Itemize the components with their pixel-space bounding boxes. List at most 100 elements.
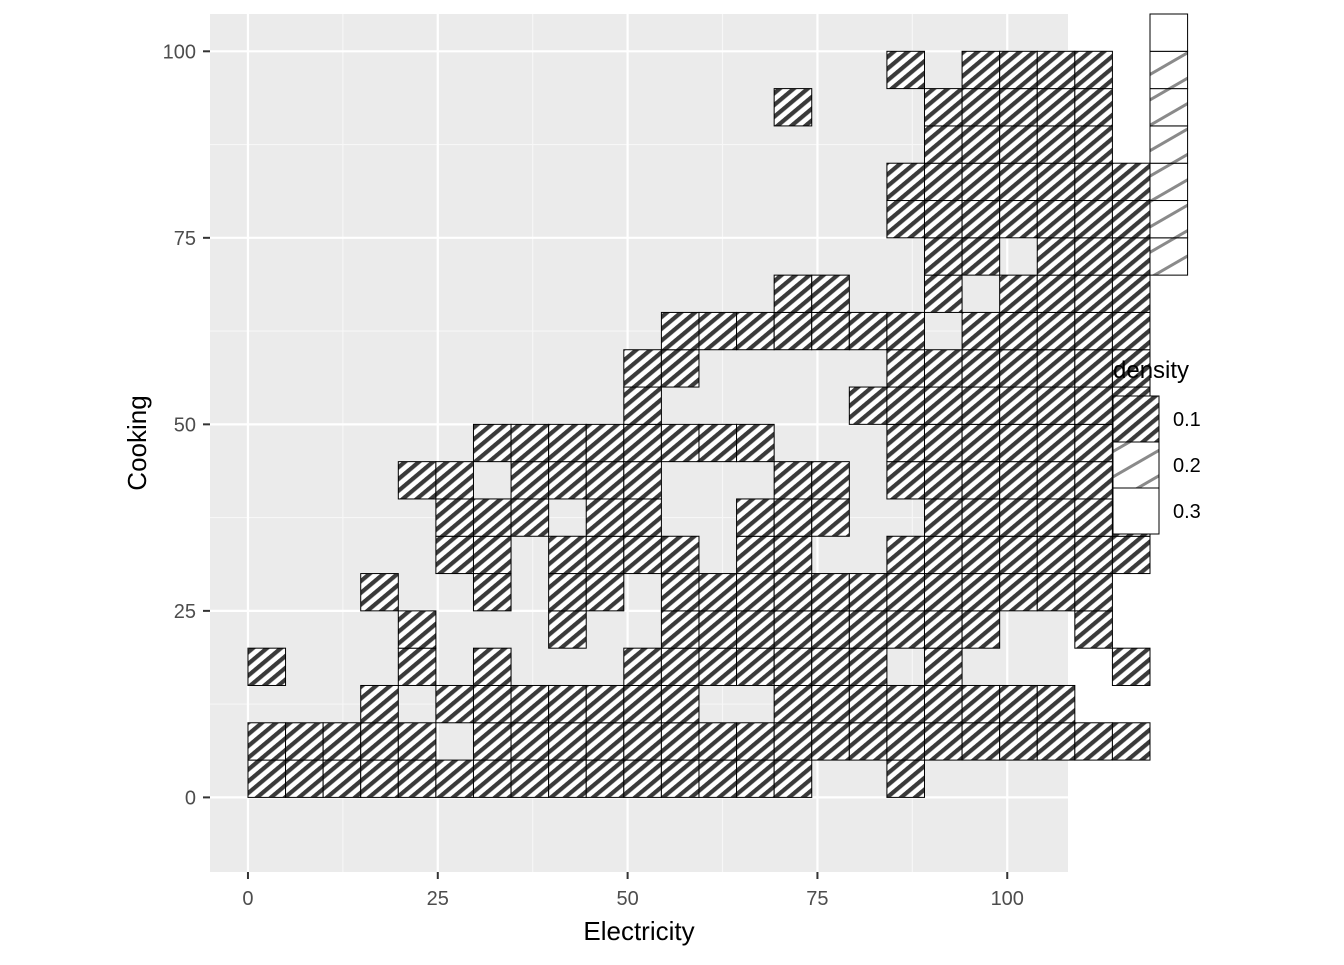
heatmap-cells — [247, 13, 1189, 798]
legend-title: density — [1113, 357, 1189, 384]
heatmap-cell — [623, 647, 662, 686]
heatmap-cell — [623, 386, 662, 425]
heatmap-cell — [585, 759, 625, 798]
heatmap-cell — [773, 573, 813, 612]
x-tick-labels: 0 25 50 75 100 — [242, 888, 1024, 910]
heatmap-cell — [1036, 88, 1076, 127]
heatmap-cell — [510, 684, 550, 724]
heatmap-cell — [1074, 125, 1113, 164]
heatmap-cell — [472, 535, 512, 575]
heatmap-cell — [923, 237, 963, 276]
heatmap-cell — [773, 759, 813, 798]
heatmap-cell — [660, 535, 700, 575]
heatmap-cell — [397, 647, 437, 686]
heatmap-cell — [548, 722, 587, 761]
heatmap-cell — [999, 423, 1038, 463]
heatmap-cell — [698, 610, 738, 649]
heatmap-cell — [923, 423, 963, 463]
heatmap-cell — [1074, 200, 1113, 239]
heatmap-cell — [886, 311, 925, 351]
legend-key-label: 0.3 — [1173, 501, 1201, 523]
heatmap-cell — [510, 423, 550, 463]
x-tick-label: 100 — [991, 888, 1024, 910]
heatmap-cell — [1149, 50, 1189, 90]
heatmap-cell — [886, 573, 925, 612]
heatmap-cell — [585, 573, 625, 612]
legend-key-label: 0.1 — [1173, 409, 1201, 431]
heatmap-cell — [472, 647, 512, 686]
heatmap-cell — [961, 423, 1001, 463]
heatmap-cell — [886, 722, 925, 761]
legend-key-swatch — [1112, 487, 1160, 535]
heatmap-cell — [961, 200, 1001, 239]
heatmap-cell — [999, 535, 1038, 575]
heatmap-cell — [736, 498, 775, 537]
heatmap-cell — [999, 125, 1038, 164]
heatmap-cell — [1074, 498, 1113, 537]
heatmap-cell — [1074, 237, 1113, 276]
heatmap-cell — [773, 88, 813, 127]
heatmap-cell — [811, 498, 850, 537]
heatmap-cell — [961, 162, 1001, 202]
heatmap-cell — [999, 311, 1038, 351]
heatmap-cell — [961, 535, 1001, 575]
y-tick-labels: 0 25 50 75 100 — [163, 41, 196, 809]
heatmap-cell — [811, 610, 850, 649]
x-tick-label: 75 — [806, 888, 828, 910]
heatmap-cell — [773, 684, 813, 724]
legend-key-swatch — [1112, 395, 1160, 443]
heatmap-cell — [1074, 722, 1113, 761]
heatmap-cell — [548, 759, 587, 798]
heatmap-cell — [472, 573, 512, 612]
heatmap-cell — [660, 647, 700, 686]
heatmap-cell — [773, 722, 813, 761]
heatmap-cell — [999, 274, 1038, 313]
heatmap-cell — [848, 722, 888, 761]
heatmap-cell — [923, 535, 963, 575]
heatmap-cell — [435, 684, 474, 724]
legend-key-swatch — [1112, 441, 1160, 489]
heatmap-cell — [322, 759, 362, 798]
heatmap-cell — [999, 573, 1038, 612]
heatmap-cell — [886, 610, 925, 649]
heatmap-cell — [548, 684, 587, 724]
heatmap-cell — [360, 722, 399, 761]
heatmap-cell — [1074, 535, 1113, 575]
heatmap-cell — [961, 237, 1001, 276]
heatmap-cell — [585, 423, 625, 463]
heatmap-cell — [247, 647, 287, 686]
heatmap-cell — [848, 386, 888, 425]
heatmap-cell — [660, 759, 700, 798]
heatmap-cell — [1149, 88, 1189, 127]
legend-keys: 0.1 0.2 0.3 — [1112, 395, 1201, 535]
heatmap-cell — [623, 759, 662, 798]
heatmap-cell — [397, 610, 437, 649]
heatmap-cell — [923, 684, 963, 724]
heatmap-cell — [1074, 162, 1113, 202]
heatmap-cell — [623, 423, 662, 463]
heatmap-cell — [961, 461, 1001, 500]
heatmap-cell — [736, 311, 775, 351]
heatmap-cell — [435, 759, 474, 798]
heatmap-cell — [1036, 386, 1076, 425]
x-tick-label: 50 — [616, 888, 638, 910]
heatmap-cell — [961, 386, 1001, 425]
heatmap-cell — [773, 311, 813, 351]
heatmap-cell — [548, 535, 587, 575]
heatmap-cell — [585, 722, 625, 761]
heatmap-cell — [435, 498, 474, 537]
heatmap-cell — [510, 461, 550, 500]
heatmap-cell — [999, 684, 1038, 724]
heatmap-cell — [848, 610, 888, 649]
heatmap-cell — [660, 423, 700, 463]
heatmap-cell — [1111, 722, 1151, 761]
heatmap-cell — [1074, 386, 1113, 425]
heatmap-cell — [1074, 573, 1113, 612]
heatmap-cell — [1074, 461, 1113, 500]
heatmap-cell — [472, 498, 512, 537]
heatmap-cell — [736, 535, 775, 575]
heatmap-cell — [1111, 535, 1151, 575]
heatmap-cell — [510, 722, 550, 761]
heatmap-cell — [1074, 423, 1113, 463]
heatmap-cell — [660, 684, 700, 724]
